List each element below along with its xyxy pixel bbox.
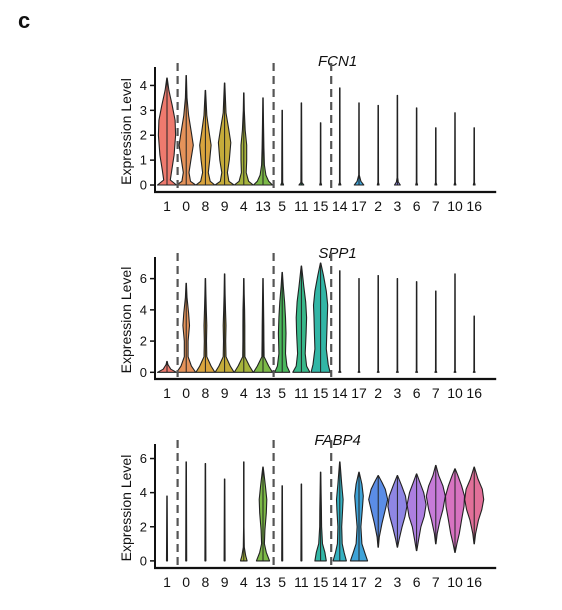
x-tick-label: 9	[221, 385, 229, 401]
x-tick-label: 7	[432, 198, 440, 214]
x-tick-label: 14	[332, 574, 348, 590]
y-tick-label: 6	[140, 271, 147, 286]
x-tick-label: 1	[163, 198, 171, 214]
x-tick-label: 3	[394, 574, 402, 590]
x-tick-label: 5	[278, 198, 286, 214]
x-tick-label: 10	[447, 385, 463, 401]
x-tick-label: 0	[182, 198, 190, 214]
y-tick-label: 0	[140, 553, 147, 568]
x-tick-label: 11	[294, 385, 309, 401]
x-tick-label: 6	[413, 198, 421, 214]
y-tick-label: 6	[140, 451, 147, 466]
x-tick-label: 15	[313, 198, 329, 214]
x-tick-label: 16	[466, 385, 482, 401]
x-tick-label: 13	[255, 198, 271, 214]
x-tick-label: 11	[294, 574, 309, 590]
x-tick-label: 0	[182, 385, 190, 401]
x-tick-label: 17	[351, 574, 367, 590]
x-tick-label: 4	[240, 574, 248, 590]
x-tick-label: 2	[374, 198, 382, 214]
y-tick-label: 2	[140, 128, 147, 143]
x-tick-label: 15	[313, 385, 329, 401]
y-axis-label: Expression Level	[118, 78, 134, 185]
x-tick-label: 8	[202, 385, 210, 401]
x-tick-label: 17	[351, 385, 367, 401]
x-tick-label: 1	[163, 385, 171, 401]
x-tick-label: 10	[447, 198, 463, 214]
x-tick-label: 16	[466, 574, 482, 590]
y-axis-label: Expression Level	[118, 455, 134, 562]
y-tick-label: 4	[140, 302, 147, 317]
x-tick-label: 0	[182, 574, 190, 590]
panel-title: FABP4	[314, 432, 360, 449]
x-tick-label: 14	[332, 198, 348, 214]
x-tick-label: 7	[432, 574, 440, 590]
panel-label: c	[18, 8, 31, 33]
x-tick-label: 17	[351, 198, 367, 214]
x-tick-label: 5	[278, 574, 286, 590]
y-tick-label: 2	[140, 519, 147, 534]
x-tick-label: 13	[255, 574, 271, 590]
x-tick-label: 3	[394, 198, 402, 214]
x-tick-label: 4	[240, 385, 248, 401]
x-tick-label: 8	[202, 574, 210, 590]
x-tick-label: 6	[413, 385, 421, 401]
x-tick-label: 6	[413, 574, 421, 590]
x-tick-label: 13	[255, 385, 271, 401]
x-tick-label: 15	[313, 574, 329, 590]
x-tick-label: 5	[278, 385, 286, 401]
y-tick-label: 3	[140, 103, 147, 118]
x-tick-label: 2	[374, 385, 382, 401]
y-tick-label: 4	[140, 78, 147, 93]
x-tick-label: 10	[447, 574, 463, 590]
x-tick-label: 7	[432, 385, 440, 401]
x-tick-label: 11	[294, 198, 309, 214]
x-tick-label: 3	[394, 385, 402, 401]
x-tick-label: 8	[202, 198, 210, 214]
y-tick-label: 0	[140, 365, 147, 380]
y-axis-label: Expression Level	[118, 267, 134, 374]
x-tick-label: 2	[374, 574, 382, 590]
y-tick-label: 2	[140, 334, 147, 349]
y-tick-label: 1	[140, 153, 147, 168]
panel-title: FCN1	[318, 53, 357, 70]
x-tick-label: 9	[221, 574, 229, 590]
x-tick-label: 9	[221, 198, 229, 214]
panel-title: SPP1	[318, 245, 356, 262]
x-tick-label: 14	[332, 385, 348, 401]
y-tick-label: 0	[140, 178, 147, 193]
x-tick-label: 4	[240, 198, 248, 214]
x-tick-label: 16	[466, 198, 482, 214]
x-tick-label: 1	[163, 574, 171, 590]
y-tick-label: 4	[140, 485, 147, 500]
